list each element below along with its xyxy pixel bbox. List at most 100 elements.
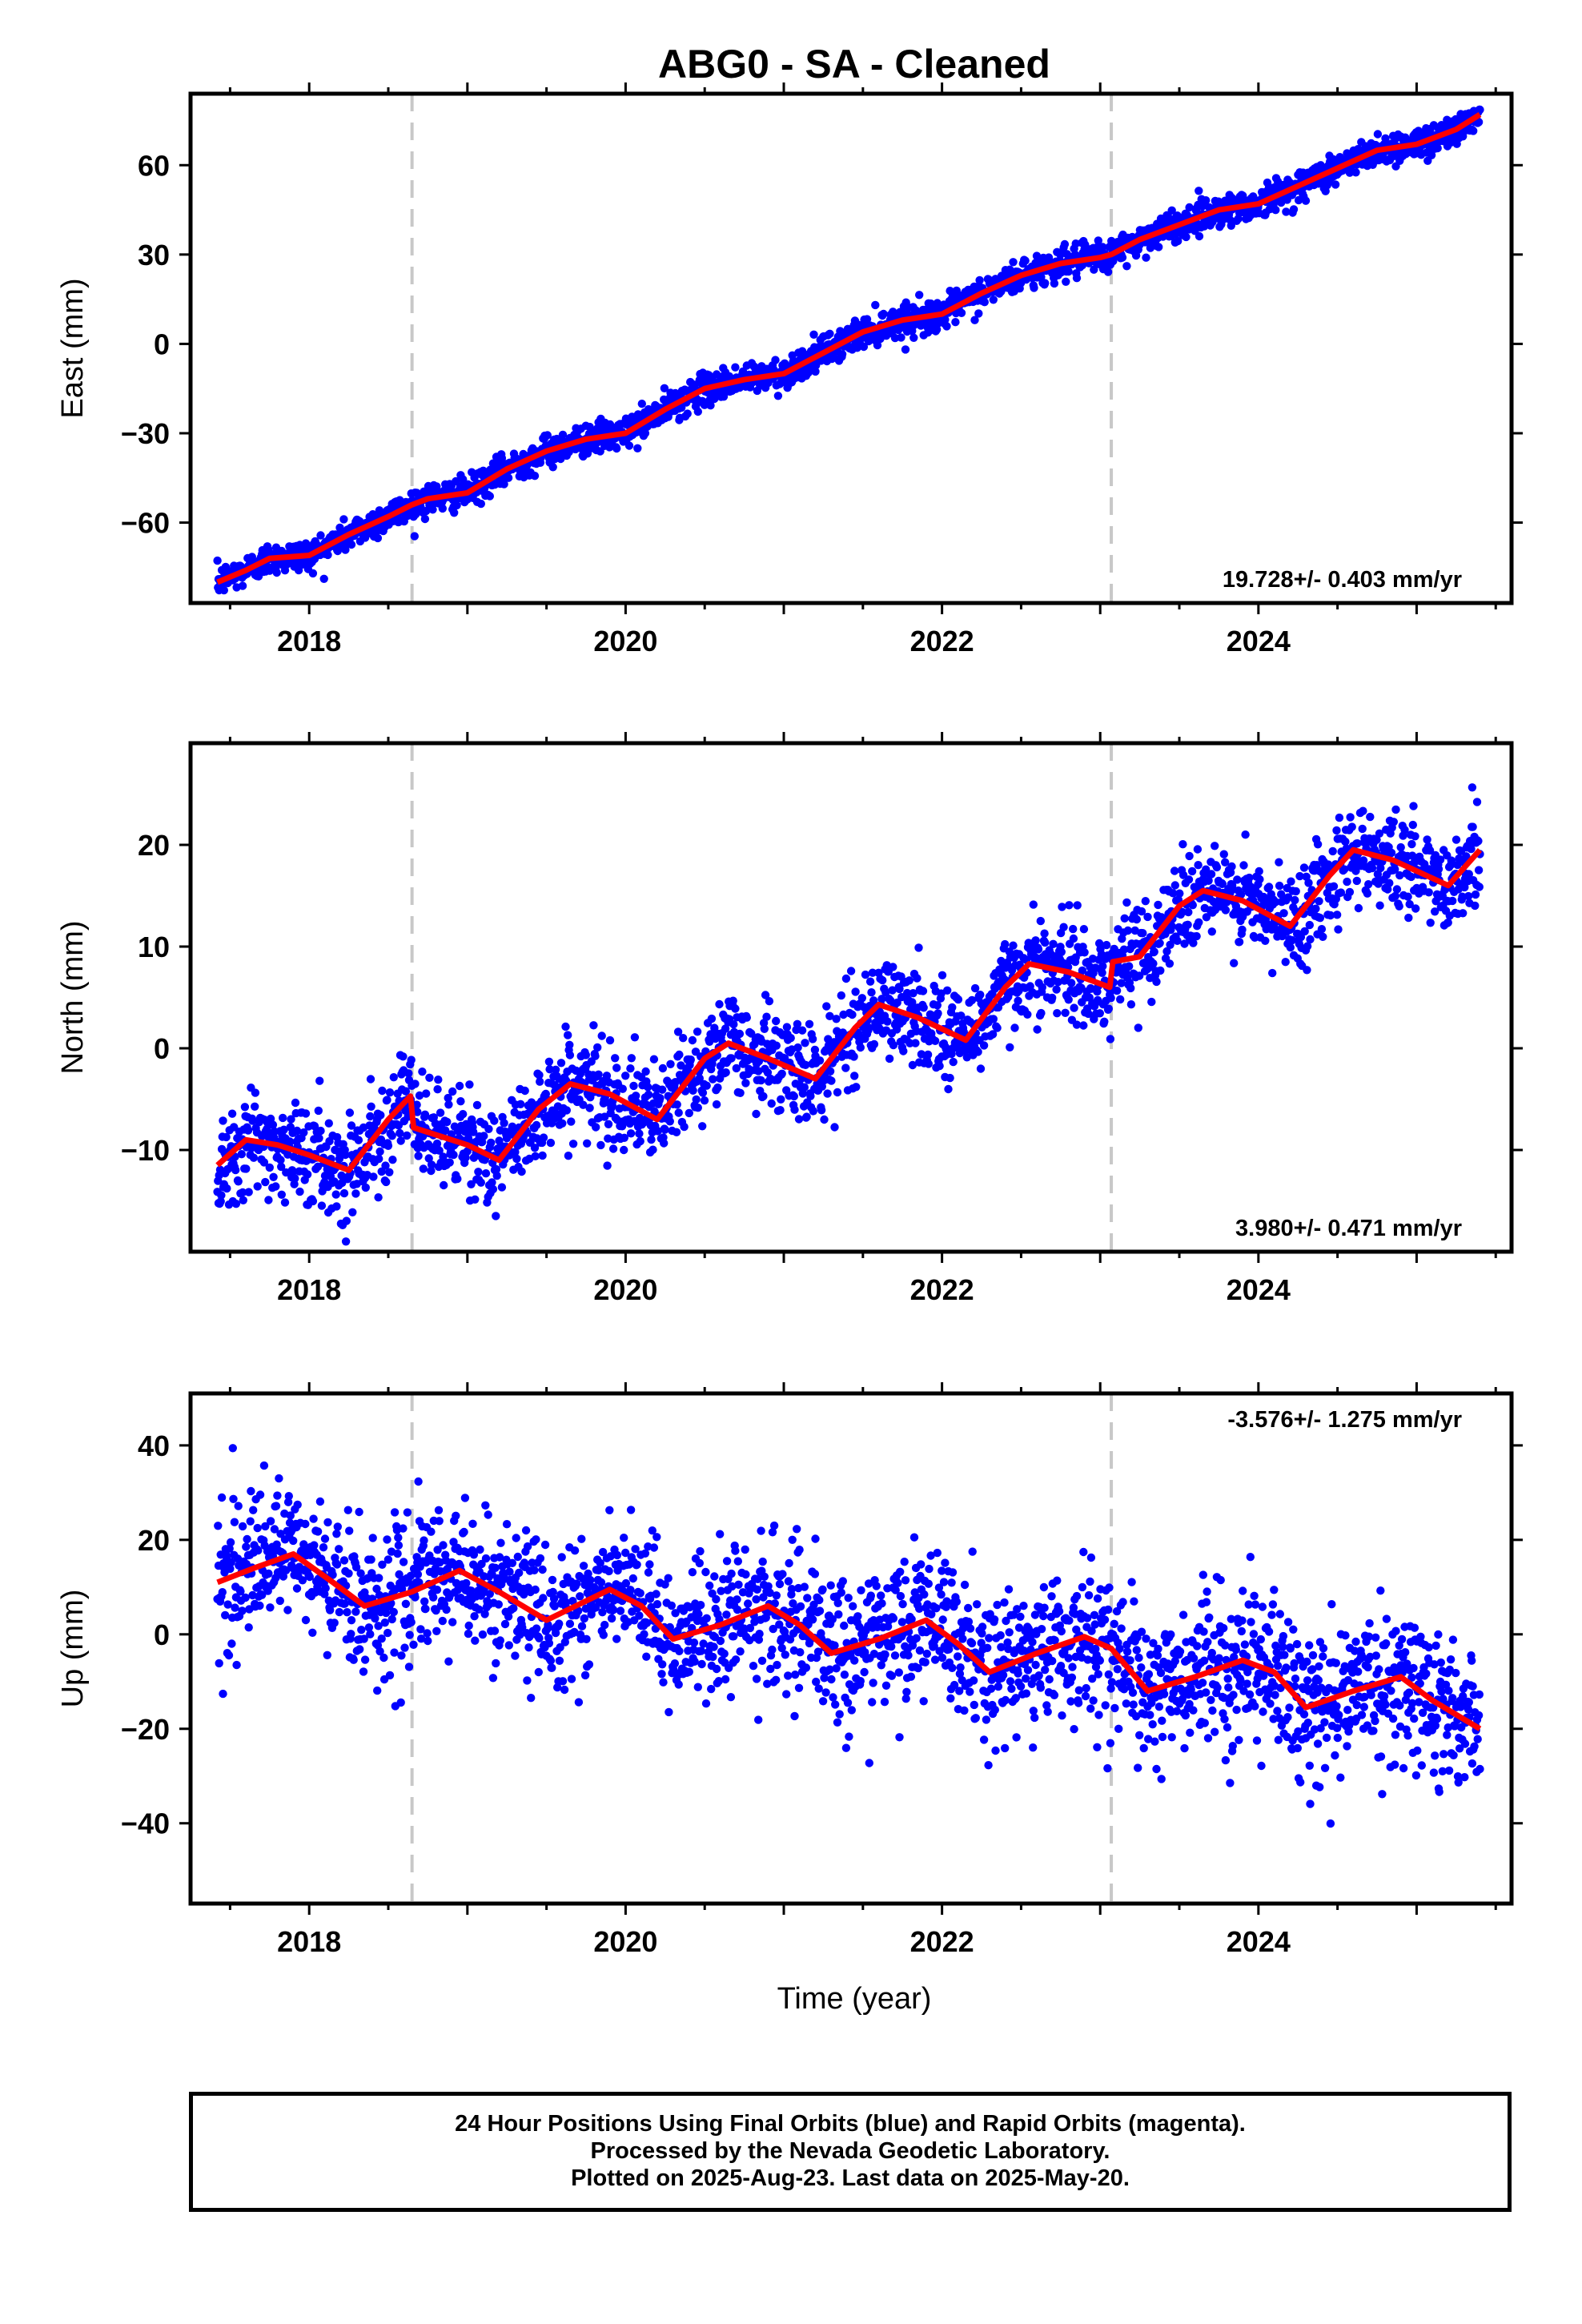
data-point (422, 1089, 431, 1098)
data-point (1102, 940, 1111, 950)
data-point (500, 480, 508, 489)
data-point (1125, 962, 1134, 971)
data-point (951, 318, 960, 327)
data-point (852, 1083, 861, 1092)
data-point (1381, 134, 1390, 143)
data-point (1238, 925, 1247, 935)
data-point (339, 1556, 349, 1565)
data-point (841, 1063, 850, 1072)
data-point (1268, 968, 1277, 978)
data-point (242, 1164, 251, 1173)
data-point (342, 1216, 351, 1225)
chart-title: ABG0 - SA - Cleaned (658, 42, 1050, 86)
data-point (815, 1056, 825, 1065)
data-point (255, 1490, 265, 1499)
data-point (229, 1494, 238, 1504)
data-point (339, 1188, 349, 1198)
data-point (675, 1050, 684, 1059)
data-point (1329, 882, 1339, 891)
data-point (1291, 887, 1300, 896)
data-point (1395, 902, 1403, 911)
data-point (771, 356, 780, 364)
data-point (341, 1237, 351, 1246)
data-point (332, 1560, 342, 1569)
data-point (1112, 986, 1122, 995)
data-point (361, 1183, 370, 1192)
data-point (809, 1107, 817, 1116)
data-point (1029, 900, 1038, 909)
data-point (797, 1026, 807, 1035)
data-point (279, 1125, 288, 1134)
data-point (1286, 943, 1295, 952)
data-point (1427, 151, 1436, 159)
data-point (1122, 262, 1131, 271)
data-point (277, 1190, 286, 1200)
data-point (355, 1645, 364, 1654)
data-point (219, 1116, 227, 1125)
data-point (851, 987, 860, 996)
data-point (1195, 231, 1204, 241)
data-point (1289, 205, 1299, 214)
data-point (741, 1079, 750, 1088)
data-point (808, 1035, 817, 1043)
data-point (1281, 958, 1290, 967)
data-point (366, 1075, 375, 1084)
data-point (389, 1073, 398, 1082)
data-point (376, 1111, 385, 1120)
data-point (287, 1115, 295, 1124)
data-point (1255, 875, 1264, 884)
data-point (944, 1084, 953, 1094)
data-point (1227, 221, 1236, 230)
data-point (692, 1095, 701, 1104)
data-point (347, 540, 356, 549)
data-point (481, 1169, 491, 1178)
data-point (320, 1534, 330, 1543)
data-point (865, 977, 875, 986)
data-point (544, 1057, 554, 1067)
data-point (216, 1197, 225, 1206)
data-point (861, 970, 870, 979)
data-point (801, 1039, 809, 1047)
data-point (1021, 256, 1030, 265)
y-tick-label: 0 (154, 328, 170, 360)
data-point (459, 1110, 468, 1119)
data-point (448, 1087, 457, 1096)
data-point (1079, 1021, 1088, 1030)
data-point (1334, 925, 1343, 934)
data-point (343, 1506, 352, 1514)
data-point (231, 1200, 241, 1208)
x-tick-label: 2024 (1227, 1273, 1291, 1306)
data-point (833, 1088, 842, 1097)
data-point (1459, 132, 1468, 141)
data-point (1192, 931, 1201, 941)
data-point (324, 1119, 333, 1128)
data-point (1387, 848, 1396, 858)
data-point (226, 1538, 235, 1547)
data-point (266, 1603, 275, 1612)
data-point (1409, 802, 1418, 810)
data-point (303, 1170, 312, 1179)
data-point (1059, 923, 1068, 931)
data-point (871, 300, 880, 310)
data-point (1155, 939, 1164, 948)
data-point (558, 1119, 567, 1128)
data-point (878, 975, 887, 985)
data-point (1351, 168, 1360, 177)
data-point (223, 1600, 232, 1609)
data-point (1403, 892, 1412, 901)
data-point (238, 1522, 247, 1531)
data-point (440, 1180, 448, 1190)
data-point (308, 569, 318, 578)
data-point (490, 1116, 499, 1125)
data-point (238, 1188, 247, 1197)
data-point (254, 1546, 263, 1555)
data-point (1052, 985, 1061, 994)
data-point (1118, 253, 1127, 262)
data-point (434, 1076, 443, 1084)
data-point (806, 1092, 815, 1100)
data-point (243, 1534, 251, 1544)
data-point (817, 1106, 826, 1115)
data-point (301, 1109, 311, 1118)
data-point (630, 1033, 640, 1042)
